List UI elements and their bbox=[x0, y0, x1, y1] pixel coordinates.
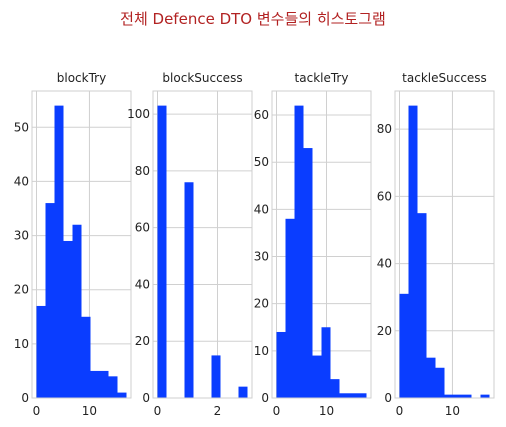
subplot-tackle-success: tackleSuccess 0 20 40 60 80 0 10 bbox=[377, 71, 495, 418]
histogram-bar bbox=[36, 305, 46, 398]
histogram-bar bbox=[480, 394, 490, 398]
y-tick-label: 40 bbox=[135, 277, 150, 291]
histogram-bar bbox=[54, 105, 64, 398]
subplot-title: blockSuccess bbox=[162, 71, 242, 85]
y-tick-label: 80 bbox=[135, 164, 150, 178]
x-tick-label: 0 bbox=[396, 404, 404, 418]
x-tick-label: 10 bbox=[319, 404, 334, 418]
histogram-bar bbox=[157, 105, 167, 398]
y-tick-label: 60 bbox=[135, 221, 150, 235]
y-tick-label: 0 bbox=[142, 391, 150, 405]
subplot-tackle-try: tackleTry 0 10 20 30 40 50 60 0 10 bbox=[254, 71, 372, 418]
y-tick-label: 30 bbox=[254, 250, 269, 264]
histogram-bar bbox=[117, 392, 127, 398]
x-tick-label: 0 bbox=[33, 404, 41, 418]
x-tick-label: 2 bbox=[214, 404, 222, 418]
y-tick-label: 40 bbox=[254, 202, 269, 216]
y-tick-label: 0 bbox=[384, 391, 392, 405]
histogram-bar bbox=[90, 370, 100, 398]
histogram-bar bbox=[399, 293, 409, 398]
y-tick-label: 20 bbox=[135, 334, 150, 348]
axes-frame bbox=[271, 90, 372, 399]
y-tick-label: 10 bbox=[14, 337, 29, 351]
histogram-bar bbox=[321, 327, 331, 398]
histogram-bar bbox=[211, 355, 221, 398]
axes-frame bbox=[31, 90, 132, 399]
y-tick-label: 80 bbox=[377, 122, 392, 136]
histogram-bar bbox=[63, 240, 73, 398]
histogram-bar bbox=[294, 105, 304, 398]
y-tick-label: 50 bbox=[14, 120, 29, 134]
histogram-bar bbox=[408, 105, 418, 398]
x-tick-label: 0 bbox=[273, 404, 281, 418]
x-tick-label: 10 bbox=[82, 404, 97, 418]
x-tick-label: 0 bbox=[154, 404, 162, 418]
subplot-block-success: blockSuccess 0 20 40 60 80 100 0 2 bbox=[127, 71, 253, 418]
y-tick-label: 20 bbox=[254, 297, 269, 311]
histogram-bar bbox=[303, 148, 313, 398]
y-tick-label: 0 bbox=[261, 391, 269, 405]
histogram-bar bbox=[453, 394, 463, 398]
subplot-block-try: blockTry 0 10 20 30 40 50 0 10 bbox=[14, 71, 132, 418]
y-tick-label: 30 bbox=[14, 229, 29, 243]
histogram-bar bbox=[184, 182, 194, 398]
histogram-bar bbox=[312, 355, 322, 398]
histogram-bar bbox=[435, 367, 445, 398]
y-tick-label: 20 bbox=[14, 283, 29, 297]
y-tick-label: 20 bbox=[377, 324, 392, 338]
subplot-title: tackleSuccess bbox=[402, 71, 487, 85]
axes-frame bbox=[394, 90, 495, 399]
y-tick-label: 60 bbox=[254, 108, 269, 122]
histogram-bar bbox=[357, 393, 367, 398]
histogram-bar bbox=[444, 394, 454, 398]
histogram-bar bbox=[285, 218, 295, 398]
y-tick-label: 40 bbox=[377, 257, 392, 271]
figure-title: 전체 Defence DTO 변수들의 히스토그램 bbox=[120, 10, 386, 28]
x-tick-label: 10 bbox=[445, 404, 460, 418]
y-tick-label: 0 bbox=[21, 391, 29, 405]
y-tick-label: 10 bbox=[254, 344, 269, 358]
histogram-bar bbox=[108, 376, 118, 398]
histogram-bar bbox=[339, 393, 349, 398]
histogram-bar bbox=[330, 379, 340, 398]
y-tick-label: 100 bbox=[127, 107, 150, 121]
histogram-bar bbox=[462, 394, 472, 398]
subplot-title: blockTry bbox=[57, 71, 106, 85]
histogram-bar bbox=[417, 213, 427, 398]
subplot-title: tackleTry bbox=[295, 71, 349, 85]
y-tick-label: 60 bbox=[377, 189, 392, 203]
axes-frame bbox=[152, 90, 253, 399]
histogram-bar bbox=[348, 393, 358, 398]
histogram-bar bbox=[238, 386, 248, 398]
histogram-bar bbox=[72, 224, 82, 398]
y-tick-label: 40 bbox=[14, 174, 29, 188]
histogram-bar bbox=[276, 331, 286, 398]
histogram-bar bbox=[45, 203, 55, 398]
y-tick-label: 50 bbox=[254, 155, 269, 169]
histogram-bar bbox=[426, 357, 436, 398]
histogram-bar bbox=[81, 316, 91, 398]
histogram-bar bbox=[99, 370, 109, 398]
